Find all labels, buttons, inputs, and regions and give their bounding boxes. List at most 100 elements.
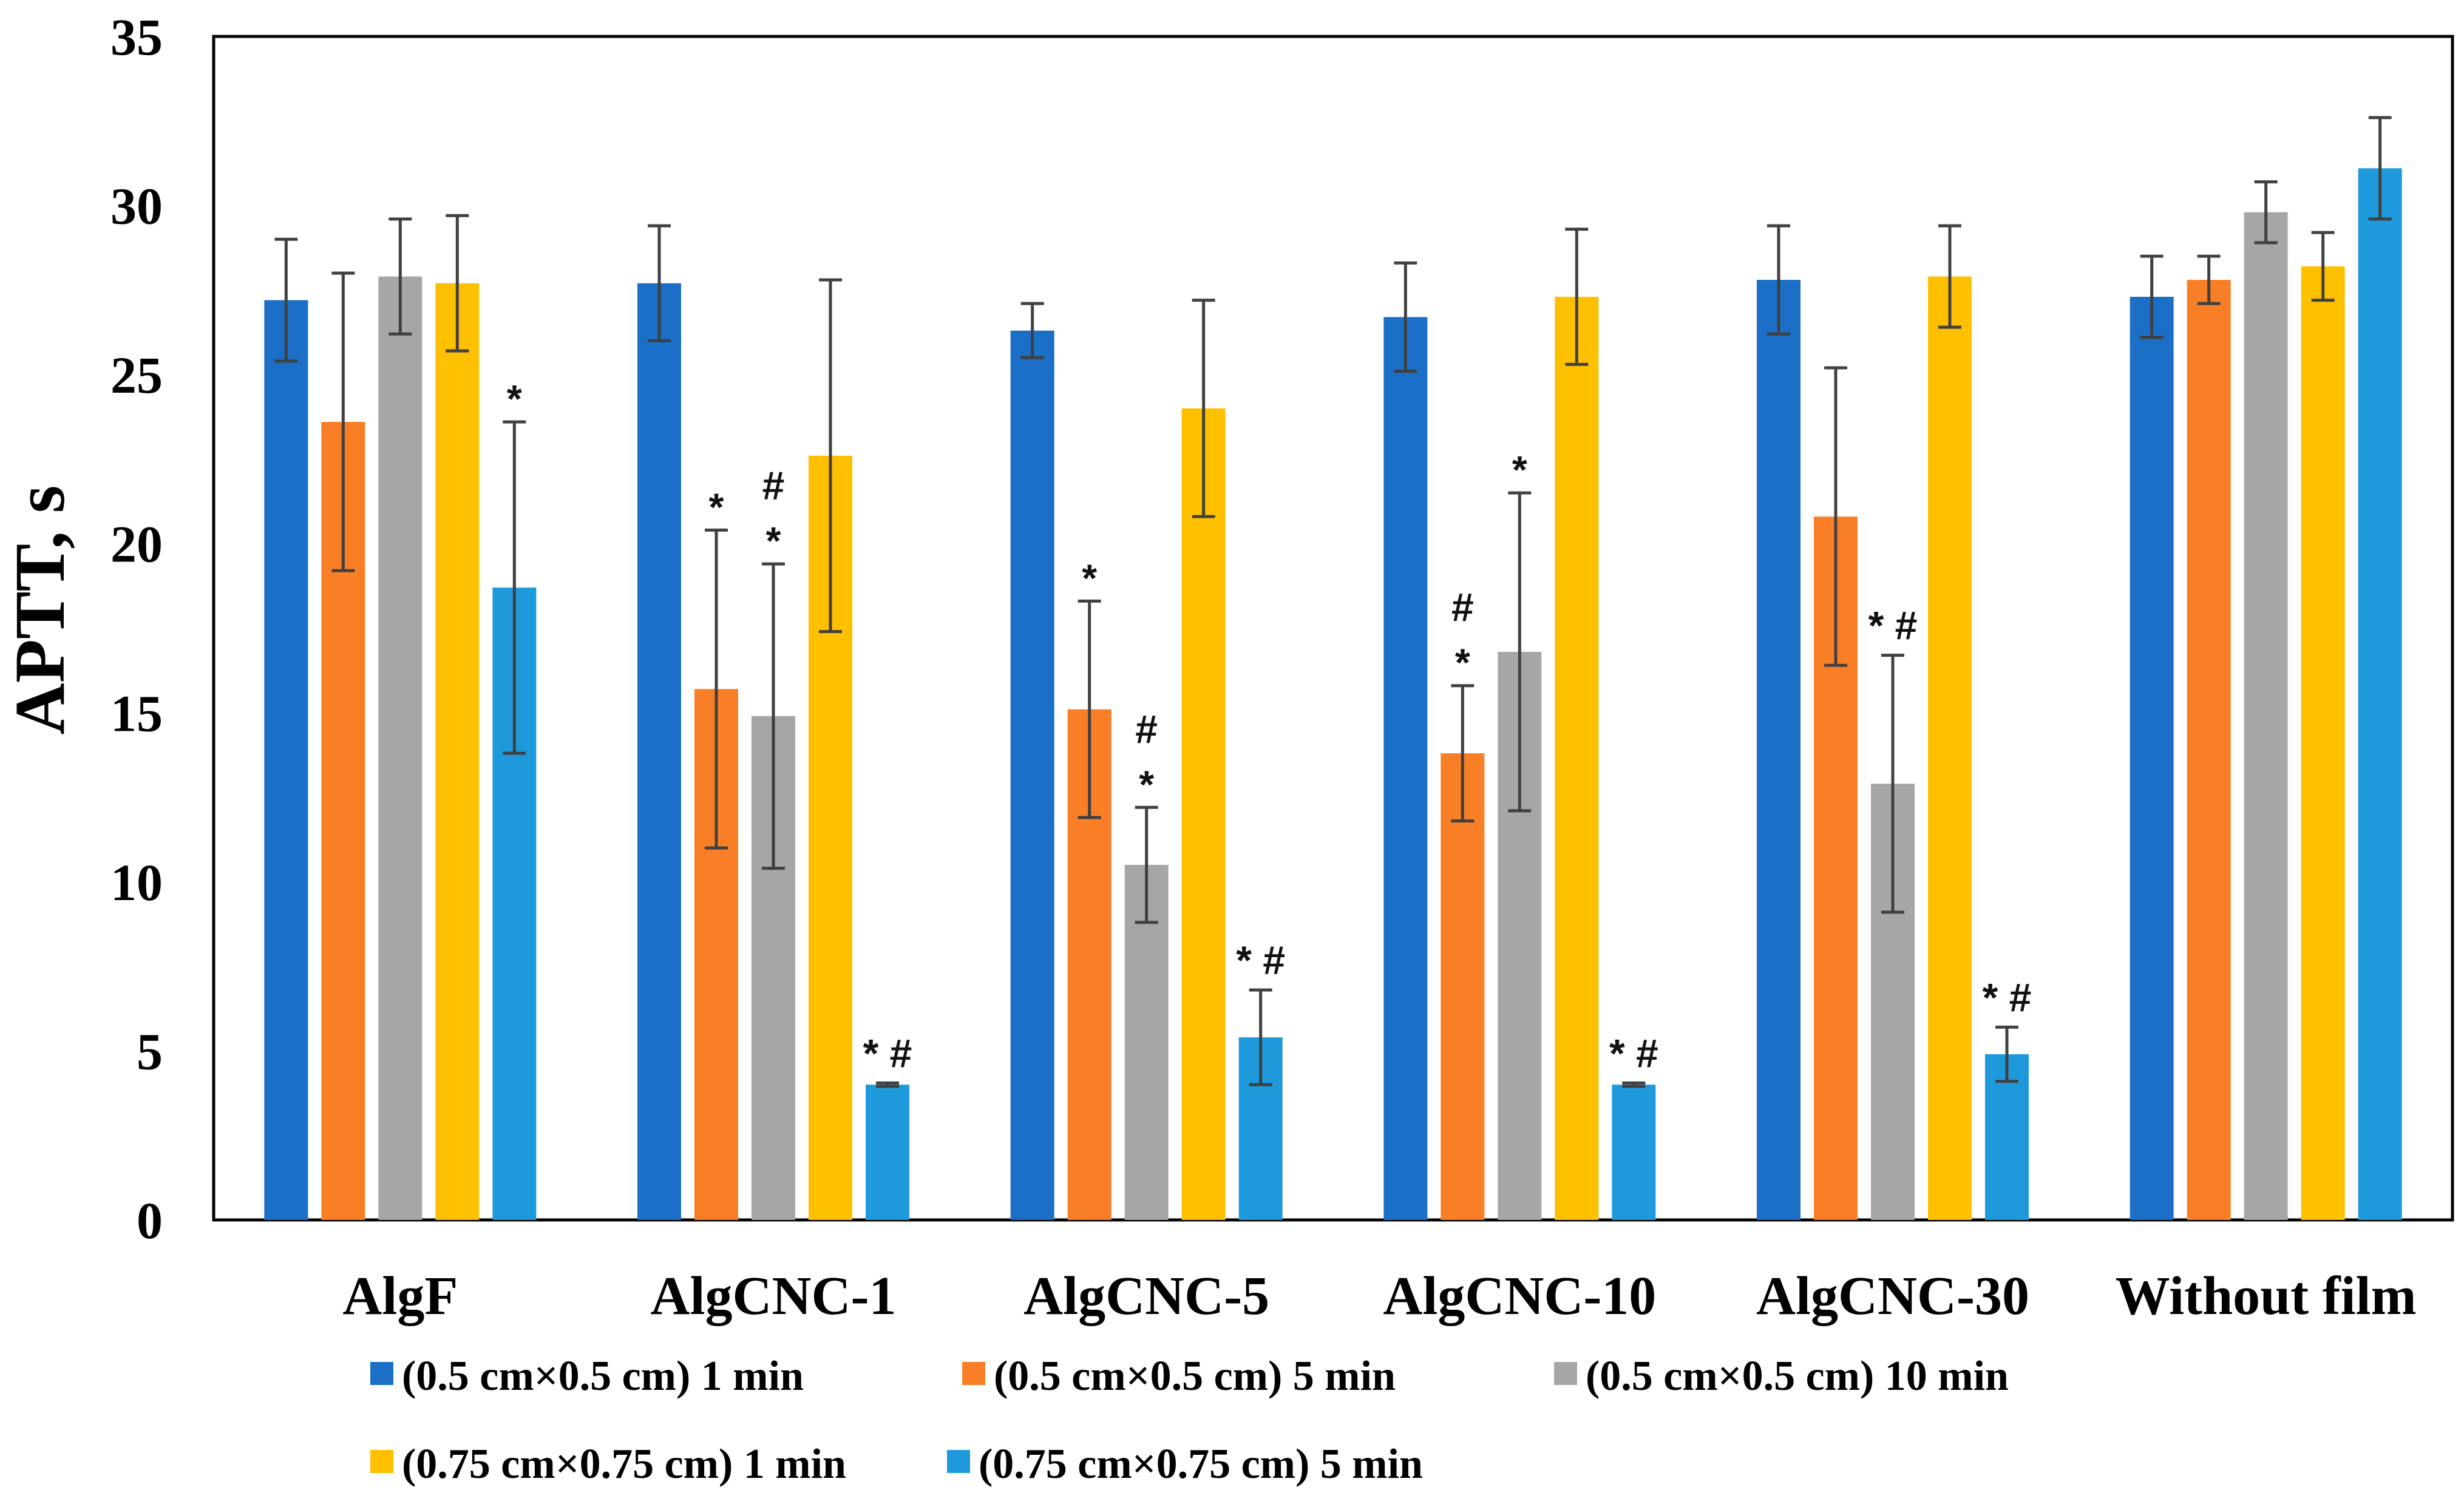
error-bar	[389, 217, 412, 336]
bar	[1555, 297, 1599, 1220]
error-bar	[1508, 491, 1532, 813]
plot-area-border	[212, 35, 2454, 1222]
error-bar	[2140, 254, 2164, 339]
annotation-hash: #	[1451, 585, 1474, 630]
bars-layer	[264, 168, 2402, 1221]
legend-swatch	[947, 1450, 970, 1473]
legend-swatch	[962, 1362, 985, 1385]
annotation-star: *	[507, 377, 522, 421]
bar	[1010, 330, 1054, 1220]
legend-item: (0.5 cm×0.5 cm) 5 min	[962, 1353, 1396, 1400]
y-tick-label: 5	[137, 1022, 163, 1080]
bar	[264, 300, 308, 1221]
error-bar	[1394, 261, 1417, 373]
annotation-star-hash: * #	[863, 1031, 912, 1075]
y-tick-label: 10	[110, 853, 163, 912]
legend-label: (0.5 cm×0.5 cm) 10 min	[1586, 1353, 2009, 1400]
bar	[2244, 212, 2288, 1220]
bar	[2358, 168, 2402, 1221]
bar	[378, 276, 423, 1221]
error-bar	[274, 237, 298, 363]
error-bar	[2311, 231, 2335, 302]
bar	[1383, 317, 1428, 1220]
error-bar	[1135, 805, 1158, 924]
x-category-label: AlgF	[342, 1266, 458, 1326]
legend-label: (0.5 cm×0.5 cm) 1 min	[402, 1353, 804, 1400]
bar	[1441, 753, 1485, 1220]
annotation-star: *	[1512, 448, 1527, 492]
annotation-hash: #	[1135, 706, 1158, 751]
bar	[1181, 408, 1226, 1220]
bar	[2130, 297, 2174, 1220]
error-bar	[2254, 180, 2278, 245]
annotation-star-hash: * #	[1868, 603, 1918, 648]
error-bar	[503, 420, 526, 755]
bar	[435, 283, 480, 1220]
legend-item: (0.75 cm×0.75 cm) 5 min	[947, 1441, 1423, 1488]
bar	[637, 283, 681, 1220]
y-tick-label: 20	[110, 515, 163, 574]
error-bar	[446, 214, 469, 353]
legend-swatch	[370, 1450, 393, 1473]
annotation-star: *	[709, 485, 724, 529]
bar	[2301, 266, 2345, 1220]
bar	[1928, 276, 1972, 1221]
plot-frame	[212, 35, 2454, 1222]
annotation-star: *	[1082, 556, 1097, 600]
legend: (0.5 cm×0.5 cm) 1 min (0.5 cm×0.5 cm) 5 m…	[370, 1353, 2009, 1488]
x-axis-categories: AlgF AlgCNC-1 AlgCNC-5 AlgCNC-10 AlgCNC-30 Wi…	[342, 1266, 2416, 1326]
error-bar	[1192, 299, 1215, 518]
error-bar	[1995, 1025, 2018, 1083]
bar	[866, 1085, 909, 1220]
error-bar	[705, 528, 728, 850]
annotation-star: *	[1455, 641, 1470, 685]
error-bar	[648, 224, 671, 342]
annotation-star-hash: * #	[1609, 1031, 1658, 1075]
significance-annotations: * * * # * # * * # * # * # * * # * # * #	[507, 377, 2031, 1075]
error-bars-layer	[274, 116, 2392, 1088]
legend-swatch	[370, 1362, 393, 1385]
legend-item: (0.75 cm×0.75 cm) 1 min	[370, 1441, 846, 1488]
y-axis-ticks: 0 5 10 15 20 25 30 35	[110, 8, 163, 1250]
error-bar	[1565, 228, 1589, 366]
bar	[1612, 1085, 1656, 1220]
error-bar	[1622, 1081, 1646, 1088]
y-axis-title: APTT, s	[0, 486, 80, 735]
error-bar	[819, 278, 842, 634]
error-bar	[331, 271, 355, 572]
y-tick-label: 25	[110, 346, 163, 404]
y-tick-label: 15	[110, 684, 163, 742]
x-category-label: AlgCNC-1	[651, 1266, 897, 1326]
error-bar	[2368, 116, 2392, 221]
legend-item: (0.5 cm×0.5 cm) 1 min	[370, 1353, 804, 1400]
x-category-label: AlgCNC-30	[1756, 1266, 2029, 1326]
error-bar	[762, 562, 785, 870]
y-tick-label: 30	[110, 177, 163, 235]
legend-swatch	[1554, 1362, 1577, 1385]
x-category-label: Without film	[2116, 1266, 2417, 1326]
error-bar	[2197, 254, 2221, 305]
x-category-label: AlgCNC-5	[1023, 1266, 1269, 1326]
error-bar	[1938, 224, 1961, 329]
annotation-star: *	[1139, 762, 1154, 806]
annotation-hash: #	[762, 463, 785, 508]
bar	[2187, 280, 2231, 1221]
bar	[1124, 865, 1169, 1220]
x-category-label: AlgCNC-10	[1383, 1266, 1656, 1326]
legend-label: (0.5 cm×0.5 cm) 5 min	[994, 1353, 1396, 1400]
legend-label: (0.75 cm×0.75 cm) 5 min	[979, 1441, 1423, 1488]
y-tick-label: 35	[110, 8, 163, 66]
legend-label: (0.75 cm×0.75 cm) 1 min	[402, 1441, 846, 1488]
y-tick-label: 0	[137, 1191, 163, 1250]
error-bar	[1020, 302, 1044, 359]
annotation-star-hash: * #	[1983, 975, 2032, 1020]
error-bar	[1824, 366, 1847, 667]
error-bar	[1249, 988, 1272, 1086]
annotation-star: *	[766, 519, 781, 563]
error-bar	[1078, 599, 1101, 819]
error-bar	[1451, 684, 1475, 823]
error-bar	[1767, 224, 1790, 336]
annotation-star-hash: * #	[1236, 938, 1285, 983]
